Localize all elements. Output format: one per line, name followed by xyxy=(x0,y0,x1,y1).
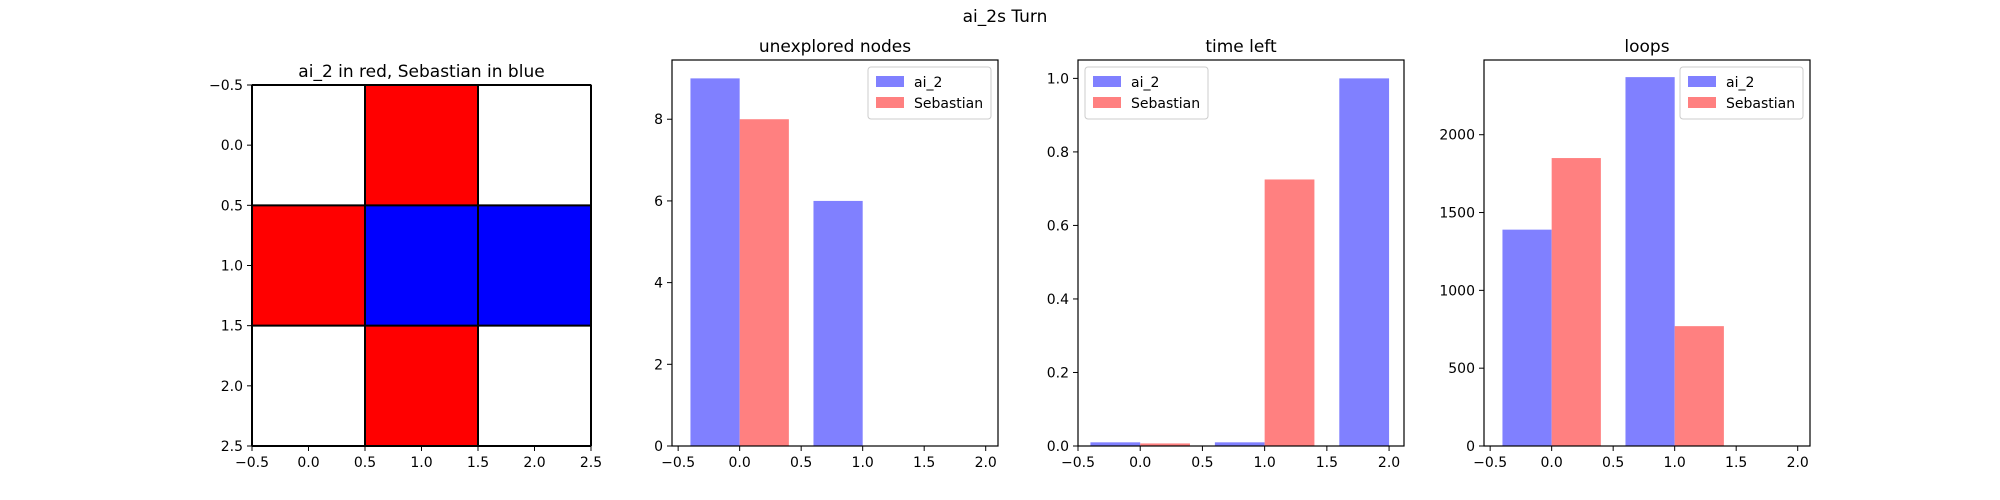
x-tick-label: 0.0 xyxy=(297,455,319,471)
y-tick-label: 0.0 xyxy=(221,138,243,154)
y-tick-label: 0.2 xyxy=(1047,365,1069,381)
y-tick-label: 2.5 xyxy=(221,439,243,455)
grid-cell xyxy=(252,85,365,206)
chart-2: unexplored nodes −0.5 0.0 0.5 1.0 1.5 2.0 0 2 4 6 8… xyxy=(654,37,999,471)
x-tick-label: 1.5 xyxy=(467,455,489,471)
chart-title: unexplored nodes xyxy=(759,37,911,57)
y-tick-label: 2.0 xyxy=(221,379,243,395)
y-tick-label: 8 xyxy=(654,112,663,128)
legend-swatch xyxy=(1688,97,1716,108)
chart-3: time left−0.5 0.0 0.5 1.0 1.5 2.00.00.20.40.6… xyxy=(1047,37,1405,471)
legend-label: ai_2 xyxy=(1131,75,1159,91)
bar-sebastian xyxy=(1140,443,1190,446)
axes-frame xyxy=(1483,59,1811,447)
legend: ai_2 Sebastian xyxy=(867,66,992,120)
y-tick-label: 1.5 xyxy=(221,319,243,335)
y-tick-label: 0.4 xyxy=(1047,292,1069,308)
y-tick-label: 0.8 xyxy=(1047,145,1069,161)
legend-swatch xyxy=(1093,76,1121,87)
bar-ai-2 xyxy=(1214,442,1265,446)
grid-cell xyxy=(252,325,365,446)
x-tick-label: 0.0 xyxy=(1129,455,1151,471)
y-tick-label: 4 xyxy=(654,276,663,292)
grid-cell xyxy=(252,205,365,326)
grid-cell xyxy=(365,85,478,206)
x-tick-label: 2.0 xyxy=(1787,455,1809,471)
bar-ai-2 xyxy=(1625,77,1675,446)
axes-frame xyxy=(671,59,999,447)
grid-cell xyxy=(478,85,591,206)
x-tick-label: 0.5 xyxy=(1191,455,1213,471)
x-tick-label: 1.0 xyxy=(410,455,432,471)
chart-4: loops −0.5 0.0 0.5 1.0 1.5 2.0 0 500 1000 1500 2000… xyxy=(1439,37,1811,471)
bar-sebastian xyxy=(1674,326,1724,446)
y-tick-label: 0.0 xyxy=(1047,439,1069,455)
y-tick-label: 6 xyxy=(654,194,663,210)
x-tick-label: 2.0 xyxy=(1378,455,1400,471)
bar-ai-2 xyxy=(1339,78,1390,446)
chart-title: loops xyxy=(1624,37,1669,57)
legend-label: Sebastian xyxy=(1131,96,1200,112)
legend-label: ai_2 xyxy=(914,75,942,91)
legend: ai_2 Sebastian xyxy=(1084,66,1209,120)
y-tick-label: 1500 xyxy=(1439,206,1475,222)
legend-label: ai_2 xyxy=(1726,75,1754,91)
bar-ai-2 xyxy=(1090,442,1141,446)
x-tick-label: 1.5 xyxy=(1725,455,1747,471)
y-tick-label: 0.5 xyxy=(221,198,243,214)
y-tick-label: 0.6 xyxy=(1047,218,1069,234)
legend-swatch xyxy=(876,97,904,108)
bar-ai-2 xyxy=(690,78,740,446)
x-tick-label: 1.0 xyxy=(852,455,874,471)
figure-suptitle: ai_2s Turn xyxy=(963,7,1048,27)
y-tick-label: 0 xyxy=(1466,439,1475,455)
x-tick-label: 0.5 xyxy=(790,455,812,471)
x-tick-label: 2.5 xyxy=(580,455,602,471)
x-tick-label: 0.0 xyxy=(1541,455,1563,471)
x-tick-label: −0.5 xyxy=(235,455,269,471)
x-tick-label: 1.0 xyxy=(1254,455,1276,471)
axes-frame xyxy=(1077,59,1405,447)
legend-swatch xyxy=(1688,76,1716,87)
x-tick-label: 2.0 xyxy=(975,455,997,471)
x-tick-label: 1.0 xyxy=(1664,455,1686,471)
y-tick-label: 2000 xyxy=(1439,128,1475,144)
bar-ai-2 xyxy=(1502,229,1552,446)
x-tick-label: 1.5 xyxy=(1316,455,1338,471)
grid-cell xyxy=(478,325,591,446)
bar-sebastian xyxy=(1264,179,1315,446)
bar-sebastian xyxy=(739,119,789,447)
y-tick-label: 0 xyxy=(654,439,663,455)
x-tick-label: 2.0 xyxy=(523,455,545,471)
grid-cell xyxy=(478,205,591,326)
y-tick-label: 1.0 xyxy=(1047,71,1069,87)
chart-1: ai_2 in red, Sebastian in blue −0.5 0.0 0.5… xyxy=(209,62,602,471)
grid-cell xyxy=(365,205,478,326)
chart-title: time left xyxy=(1205,37,1277,57)
x-tick-label: 0.5 xyxy=(354,455,376,471)
legend-swatch xyxy=(1093,97,1121,108)
legend-label: Sebastian xyxy=(914,96,983,112)
bar-ai-2 xyxy=(813,200,863,446)
y-tick-label: 1.0 xyxy=(221,259,243,275)
y-tick-label: 500 xyxy=(1448,361,1475,377)
chart-title: ai_2 in red, Sebastian in blue xyxy=(298,62,544,82)
grid-cell xyxy=(365,325,478,446)
legend-swatch xyxy=(876,76,904,87)
legend-label: Sebastian xyxy=(1726,96,1795,112)
y-tick-label: 1000 xyxy=(1439,283,1475,299)
x-tick-label: −0.5 xyxy=(661,455,695,471)
x-tick-label: 1.5 xyxy=(913,455,935,471)
y-tick-label: 2 xyxy=(654,357,663,373)
x-tick-label: −0.5 xyxy=(1473,455,1507,471)
bar-sebastian xyxy=(1551,158,1601,446)
x-tick-label: 0.5 xyxy=(1602,455,1624,471)
x-tick-label: 0.0 xyxy=(729,455,751,471)
y-tick-label: −0.5 xyxy=(209,78,243,94)
x-tick-label: −0.5 xyxy=(1061,455,1095,471)
legend: ai_2 Sebastian xyxy=(1679,66,1804,120)
